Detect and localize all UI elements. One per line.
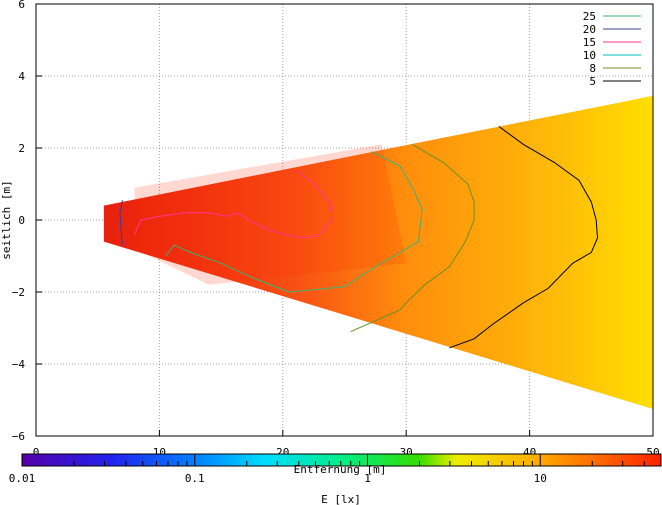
legend-label: 20 [583, 23, 596, 36]
legend-label: 10 [583, 49, 596, 62]
x-axis-label: Entfernung [m] [294, 463, 387, 476]
legend-label: 15 [583, 36, 596, 49]
colorbar-tick-label: 0.1 [185, 472, 205, 485]
y-axis-label: seitlich [m] [0, 180, 13, 259]
y-tick-label: 0 [18, 214, 25, 227]
contour-line-25 [165, 151, 423, 293]
illuminance-field [103, 95, 654, 410]
colorbar: 0.01 0.1 1 10 [9, 453, 662, 485]
y-tick-label: 6 [18, 0, 25, 11]
contour-line-20 [119, 200, 123, 246]
contour-line-15 [134, 169, 333, 239]
contour-line-8 [350, 143, 475, 333]
legend-label: 5 [589, 75, 596, 88]
colorbar-tick-label: 0.01 [9, 472, 36, 485]
contour-lines [119, 125, 599, 349]
field-wedge [103, 95, 654, 410]
y-tick-label: 2 [18, 142, 25, 155]
colorbar-label: E [lx] [321, 493, 361, 505]
legend-label: 25 [583, 10, 596, 23]
colorbar-tick-label: 1 [364, 472, 371, 485]
legend-label: 8 [589, 62, 596, 75]
y-tick-label: 4 [18, 70, 25, 83]
y-tick-label: −6 [12, 430, 25, 443]
y-tick-label: −2 [12, 286, 25, 299]
x-tick-label: 0 [33, 446, 40, 459]
y-tick-label: −4 [12, 358, 26, 371]
colorbar-tick-label: 10 [534, 472, 547, 485]
field-hotspot [134, 144, 407, 285]
contour-line-5 [449, 125, 599, 349]
